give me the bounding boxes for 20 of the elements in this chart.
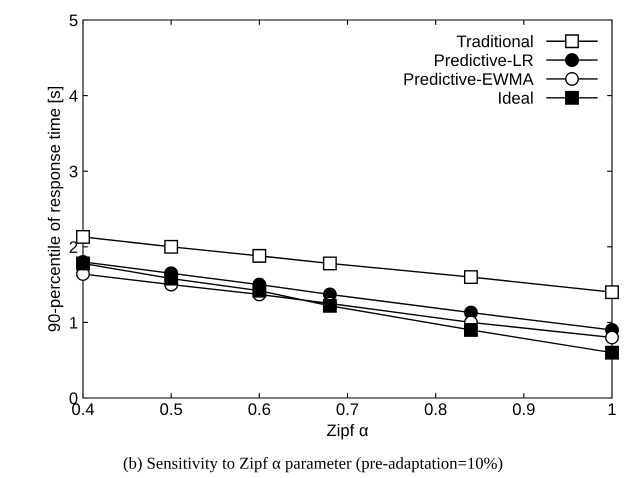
y-tick-label: 5 xyxy=(70,14,78,26)
x-tick-label: 0.8 xyxy=(424,403,447,416)
y-tick-label: 2 xyxy=(70,241,78,253)
legend-label: Ideal xyxy=(499,92,533,104)
legend-label: Traditional xyxy=(456,35,533,48)
x-tick-label: 0.7 xyxy=(336,403,358,416)
text: (b) Sensitivity to Zipf α parameter (pre-adaptation=10%) xyxy=(124,456,502,472)
x-tick-label: 1 xyxy=(608,403,616,415)
x-tick-label: 0.6 xyxy=(248,403,270,416)
y-axis-title: 90-percentile of response time [s] xyxy=(48,86,64,332)
y-tick-label: 4 xyxy=(69,90,78,102)
y-tick-label: 3 xyxy=(70,166,78,178)
legend-label: Predictive-LR xyxy=(435,54,533,66)
x-tick-label: 0.9 xyxy=(512,403,535,416)
x-tick-label: 0.5 xyxy=(160,403,182,416)
y-tick-label: 1 xyxy=(70,316,78,328)
x-axis-title: Zipf α xyxy=(327,424,368,440)
x-tick-label: 0.4 xyxy=(72,403,94,416)
legend-label: Predictive-EWMA xyxy=(404,72,534,85)
y-tick-label: 0 xyxy=(70,392,78,404)
